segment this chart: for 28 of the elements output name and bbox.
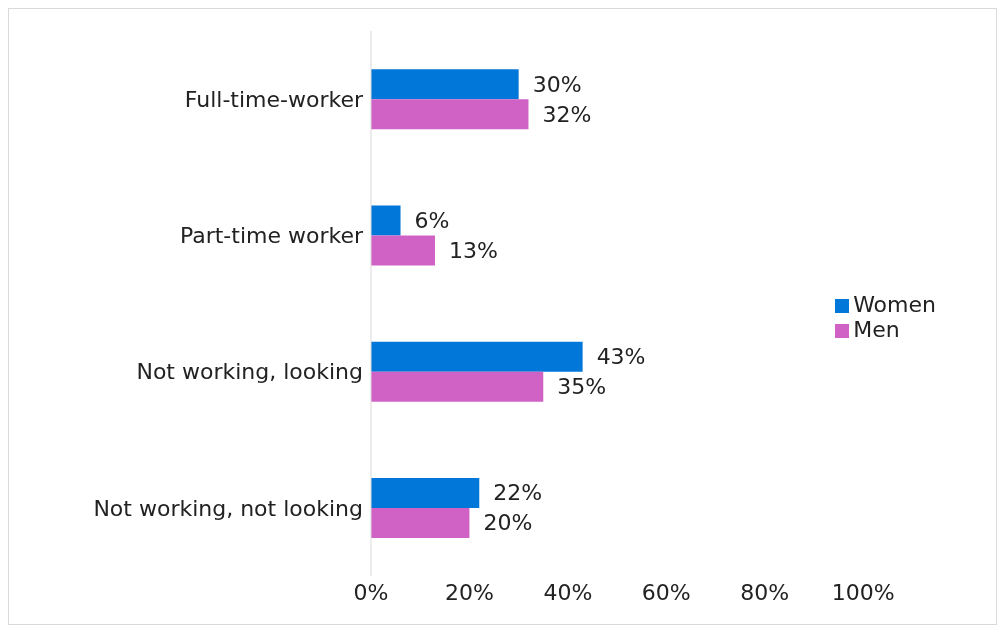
y-tick-label: Not working, looking [136,359,363,385]
x-tick-label: 100% [831,579,895,605]
data-label: 13% [448,237,498,263]
legend-label: Men [853,316,900,342]
x-tick-label: 40% [543,579,593,605]
x-tick-label: 0% [353,579,389,605]
data-label: 20% [483,510,533,536]
bar [371,205,401,236]
data-label: 6% [414,207,450,233]
bar [371,507,470,538]
bar [371,341,583,372]
bar [371,477,480,508]
x-tick-label: 60% [641,579,691,605]
data-label: 32% [542,101,592,127]
y-tick-label: Not working, not looking [93,495,363,521]
bar [371,69,519,100]
data-label: 22% [493,480,543,506]
data-label: 30% [532,71,582,97]
y-tick-label: Full-time-worker [184,86,364,112]
bar [371,99,529,130]
legend-label: Women [853,291,936,317]
data-label: 35% [557,374,607,400]
bar [371,235,435,266]
bar [371,371,544,402]
x-tick-label: 20% [444,579,494,605]
y-tick-label: Part-time worker [179,223,364,249]
x-tick-label: 80% [740,579,790,605]
data-label: 43% [596,344,646,370]
